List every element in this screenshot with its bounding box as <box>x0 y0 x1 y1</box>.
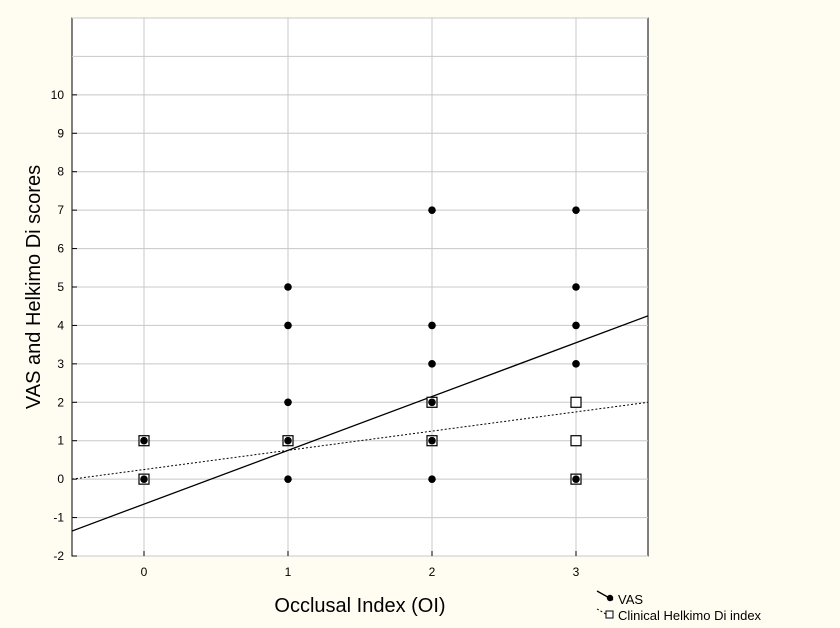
legend-helkimo-marker <box>605 610 614 619</box>
point-series-0 <box>572 475 580 483</box>
y-tick-label: 6 <box>57 242 64 256</box>
point-series-0 <box>572 206 580 214</box>
x-tick-label: 0 <box>141 565 148 579</box>
point-series-0 <box>428 206 436 214</box>
x-tick-label: 3 <box>573 565 580 579</box>
legend-vas-label: VAS <box>618 592 643 607</box>
y-tick-label: 2 <box>57 395 64 409</box>
point-series-0 <box>428 436 436 445</box>
y-tick-label: 3 <box>57 357 64 371</box>
point-series-0 <box>284 475 292 483</box>
y-tick-label: 10 <box>51 88 65 102</box>
point-series-0 <box>284 436 292 445</box>
legend-item-helkimo: Clinical Helkimo Di index <box>596 608 762 623</box>
fit-line-series-1 <box>72 401 648 480</box>
point-series-0 <box>428 398 436 407</box>
y-tick-label: 5 <box>57 280 64 294</box>
y-tick-label: 4 <box>57 318 64 332</box>
y-tick-label: 0 <box>57 472 64 486</box>
point-series-0 <box>284 321 292 330</box>
point-series-0 <box>140 475 148 483</box>
y-tick-label: 8 <box>57 165 64 179</box>
grid <box>72 17 648 557</box>
y-tick-label: -2 <box>53 549 64 563</box>
y-tick-label: 1 <box>57 434 64 448</box>
x-tick-label: 1 <box>285 565 292 579</box>
point-series-1 <box>570 396 582 408</box>
point-series-0 <box>572 360 580 368</box>
fit-line-series-0 <box>72 315 648 532</box>
legend-helkimo-label: Clinical Helkimo Di index <box>618 608 762 623</box>
point-series-0 <box>428 321 436 330</box>
legend-vas-marker <box>606 594 614 602</box>
y-tick-label: -1 <box>53 511 64 525</box>
ticks: 0 1 2 3 -2 -1 0 1 2 3 4 5 6 7 8 9 10 <box>51 88 580 579</box>
x-tick-label: 2 <box>429 565 436 579</box>
data-points <box>138 206 582 485</box>
point-series-0 <box>140 436 148 445</box>
point-series-0 <box>572 321 580 330</box>
legend-item-vas: VAS <box>596 590 643 607</box>
point-series-0 <box>284 398 292 407</box>
x-axis-title: Occlusal Index (OI) <box>274 595 445 617</box>
fit-lines <box>72 315 648 532</box>
y-tick-label: 9 <box>57 126 64 140</box>
point-series-0 <box>284 283 292 291</box>
point-series-0 <box>572 283 580 291</box>
y-axis-title: VAS and Helkimo Di scores <box>23 165 45 409</box>
legend: VAS Clinical Helkimo Di index <box>596 590 762 623</box>
legend-helkimo-line <box>596 608 614 619</box>
point-series-0 <box>428 475 436 483</box>
y-tick-label: 7 <box>57 203 64 217</box>
point-series-0 <box>428 360 436 368</box>
point-series-1 <box>570 435 582 447</box>
